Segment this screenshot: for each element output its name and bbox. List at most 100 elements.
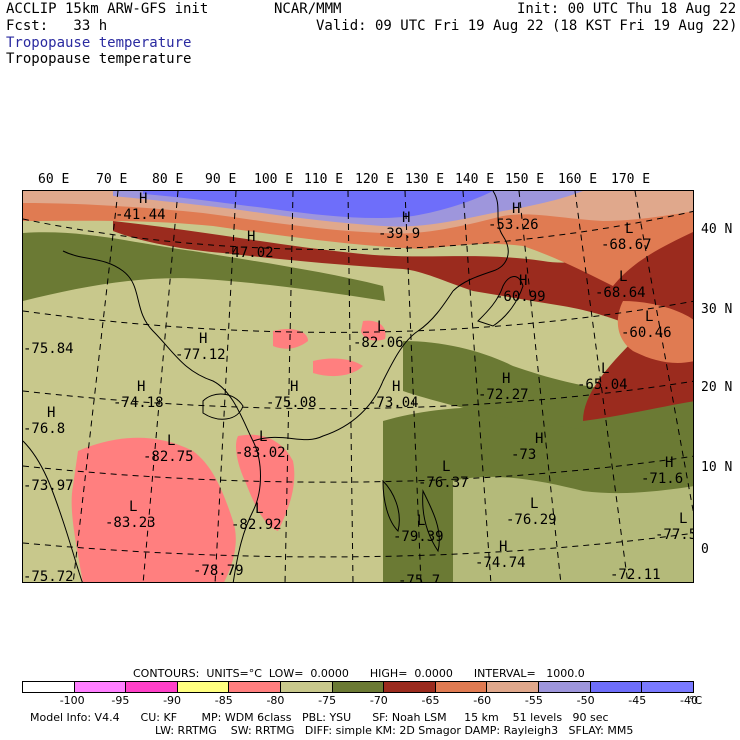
legend-swatch — [126, 682, 178, 692]
latitude-label: 40 N — [701, 222, 733, 237]
legend-swatch — [229, 682, 282, 692]
low-marker: L — [255, 501, 264, 517]
high-marker: H — [290, 379, 299, 395]
legend-tick-label: -50 — [576, 694, 595, 707]
high-marker: H — [402, 210, 411, 226]
field-title-primary: Tropopause temperature — [6, 35, 192, 51]
legend-tick-label: -60 — [473, 694, 492, 707]
color-legend-bar — [22, 681, 694, 693]
legend-swatch — [435, 682, 488, 692]
temperature-value: -73.97 — [23, 478, 74, 494]
temperature-value: -39.9 — [378, 226, 421, 242]
pressure-center-label: H -74.74 — [475, 539, 526, 571]
temperature-value: -65.04 — [577, 377, 628, 393]
patch-salmon-north-china — [361, 320, 386, 341]
temperature-value: -75.84 — [23, 341, 74, 357]
legend-tick-label: -100 — [59, 694, 85, 707]
pressure-center-label: -75.7 — [398, 573, 441, 583]
high-marker: H — [392, 379, 401, 395]
low-marker: L — [259, 429, 268, 445]
pressure-center-label: H -53.26 — [488, 201, 539, 233]
temperature-value: -72.27 — [478, 387, 529, 403]
low-marker: L — [167, 433, 176, 449]
temperature-value: -74.74 — [475, 555, 526, 571]
temperature-value: -82.75 — [143, 449, 194, 465]
band-dark-olive-north — [23, 232, 385, 301]
temperature-value: -41.44 — [115, 207, 166, 223]
latitude-label: 0 — [701, 542, 709, 557]
header-center-name: NCAR/MMM — [274, 1, 342, 17]
high-marker: H — [512, 201, 521, 217]
band-orange — [23, 191, 693, 286]
pressure-center-label: H -73 — [511, 431, 543, 463]
longitude-label: 100 E — [254, 172, 294, 187]
pressure-center-label: L -77.5 — [655, 511, 693, 543]
legend-swatch — [332, 682, 385, 692]
temperature-value: -75.7 — [398, 573, 441, 583]
longitude-label: 170 E — [611, 172, 651, 187]
temperature-value: -83.02 — [235, 445, 286, 461]
legend-tick-label: -70 — [369, 694, 388, 707]
header-forecast-hour: Fcst: 33 h — [6, 18, 108, 34]
legend-swatch — [384, 682, 436, 692]
map-panel: H -41.44 H -47.02 H -39.9 H -53.26 L -68.67 H -60.9… — [22, 190, 694, 583]
high-marker: H — [535, 431, 544, 447]
pressure-center-label: L -76.29 — [506, 496, 557, 528]
temperature-value: -68.64 — [595, 285, 646, 301]
pressure-center-label: -75.84 — [23, 341, 74, 357]
coastlines — [23, 191, 524, 582]
pressure-center-label: L -82.75 — [143, 433, 194, 465]
pressure-center-label: L -68.67 — [601, 221, 652, 253]
temperature-value: -60.99 — [495, 289, 546, 305]
legend-tick-label: -95 — [111, 694, 130, 707]
legend-swatch — [487, 682, 540, 692]
header-model-title: ACCLIP 15km ARW-GFS init — [6, 1, 209, 17]
low-marker: L — [625, 221, 634, 237]
legend-unit: °C — [689, 694, 703, 707]
high-marker: H — [502, 371, 511, 387]
legend-tick-label: -65 — [421, 694, 440, 707]
latitude-label: 10 N — [701, 460, 733, 475]
pressure-center-label: H -71.6 — [641, 455, 683, 487]
pressure-center-label: H -76.8 — [23, 405, 65, 437]
field-title-secondary: Tropopause temperature — [6, 51, 192, 67]
high-marker: H — [139, 191, 148, 207]
temperature-value: -74.18 — [113, 395, 164, 411]
patch-orange-east — [617, 301, 693, 363]
temperature-value: -83.23 — [105, 515, 156, 531]
temperature-value: -71.6 — [641, 471, 684, 487]
longitude-label: 90 E — [205, 172, 237, 187]
high-marker: H — [137, 379, 146, 395]
temperature-value: -53.26 — [488, 217, 539, 233]
footer-model-info: Model Info: V4.4 CU: KF MP: WDM 6class P… — [30, 711, 609, 724]
contours-info: CONTOURS: UNITS=°C LOW= 0.0000 HIGH= 0.0… — [133, 667, 585, 680]
pressure-center-label: -73.97 — [23, 478, 74, 494]
legend-swatch — [590, 682, 643, 692]
pressure-center-label: H -47.02 — [223, 229, 274, 261]
legend-tick-label: -80 — [266, 694, 285, 707]
pressure-center-label: H -72.27 — [478, 371, 529, 403]
legend-tick-label: -45 — [628, 694, 647, 707]
header-valid-time: Valid: 09 UTC Fri 19 Aug 22 (18 KST Fri … — [316, 18, 738, 34]
pressure-center-label: L -79.39 — [393, 513, 444, 545]
legend-tick-label: -55 — [524, 694, 543, 707]
low-marker: L — [377, 319, 386, 335]
pressure-center-label: H -41.44 — [115, 191, 166, 223]
low-marker: L — [442, 459, 451, 475]
legend-swatch — [642, 682, 693, 692]
temperature-value: -78.79 — [193, 563, 244, 579]
low-marker: L — [129, 499, 138, 515]
legend-swatch — [74, 682, 127, 692]
high-marker: H — [47, 405, 56, 421]
low-marker: L — [619, 269, 628, 285]
legend-swatch — [177, 682, 230, 692]
temperature-value: -76.8 — [23, 421, 66, 437]
legend-swatch — [281, 682, 333, 692]
high-marker: H — [247, 229, 256, 245]
temperature-value: -72.11 — [610, 567, 661, 583]
legend-tick-label: -75 — [318, 694, 337, 707]
legend-tick-label: -40 — [680, 694, 698, 707]
longitude-label: 140 E — [455, 172, 495, 187]
footer-physics-info: LW: RRTMG SW: RRTMG DIFF: simple KM: 2D … — [155, 724, 634, 737]
pressure-center-label: H -73.04 — [368, 379, 419, 411]
